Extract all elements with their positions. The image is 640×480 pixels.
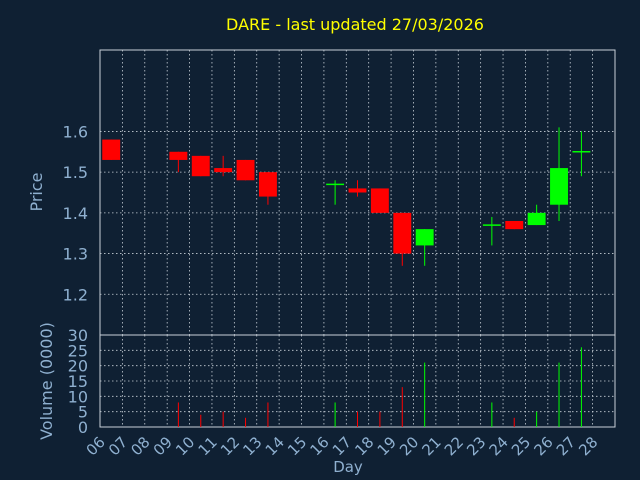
candle-body	[169, 151, 188, 160]
volume-axis-label: Volume (0000)	[37, 322, 56, 440]
candle-body	[191, 155, 210, 177]
price-tick-label: 1.6	[63, 122, 88, 141]
candle-body	[550, 168, 568, 205]
candle-body	[415, 229, 434, 246]
candle-body	[258, 172, 277, 197]
candle-body	[348, 188, 367, 193]
chart-title: DARE - last updated 27/03/2026	[226, 15, 484, 34]
candle-body	[214, 168, 233, 173]
volume-tick-label: 0	[78, 418, 88, 437]
price-tick-label: 1.3	[63, 245, 88, 264]
volume-tick-label: 30	[68, 326, 88, 345]
volume-tick-label: 25	[68, 341, 88, 360]
x-axis-label: Day	[333, 458, 363, 476]
price-tick-label: 1.4	[63, 204, 88, 223]
candle-body	[370, 188, 389, 213]
price-panel: 1.2 1.3 1.4 1.5 1.6	[63, 49, 616, 336]
x-axis: 0607080910111213141516171819202122232425…	[83, 433, 602, 459]
candle-body	[102, 139, 121, 160]
price-tick-label: 1.5	[63, 163, 88, 182]
candle-body	[393, 212, 412, 254]
candle-body	[505, 221, 524, 230]
volume-tick-label: 10	[68, 387, 88, 406]
price-axis-label: Price	[27, 172, 46, 211]
candle-body	[527, 212, 546, 226]
volume-tick-label: 15	[68, 372, 88, 391]
volume-tick-label: 5	[78, 403, 88, 422]
candle-body	[236, 159, 255, 181]
price-tick-label: 1.2	[63, 285, 88, 304]
volume-tick-label: 20	[68, 357, 88, 376]
